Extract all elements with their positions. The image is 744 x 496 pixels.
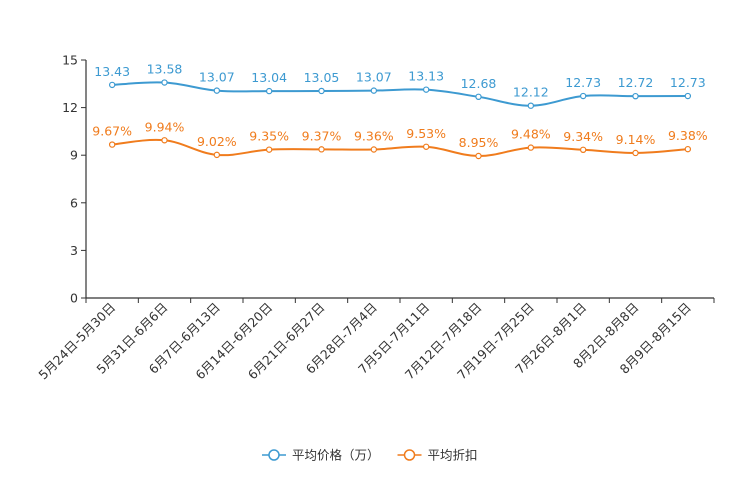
legend-item[interactable]: 平均价格（万） xyxy=(262,448,380,463)
data-point xyxy=(422,143,430,150)
data-point xyxy=(265,146,273,153)
data-point xyxy=(161,79,168,86)
data-label: 12.73 xyxy=(565,75,601,90)
data-label: 9.53% xyxy=(406,126,446,141)
y-tick-label: 15 xyxy=(62,53,78,68)
legend-label: 平均价格（万） xyxy=(292,448,380,463)
data-point xyxy=(684,92,692,100)
data-label: 13.07 xyxy=(356,70,392,85)
data-label: 9.36% xyxy=(354,128,394,143)
data-label: 9.67% xyxy=(92,124,132,139)
y-tick-label: 3 xyxy=(70,243,78,258)
data-point xyxy=(632,149,639,157)
data-label: 9.34% xyxy=(563,129,603,144)
data-label: 13.05 xyxy=(304,70,340,85)
data-point xyxy=(422,86,430,93)
data-point xyxy=(475,152,482,160)
chart-series: 13.43 13.58 13.07 13.04 13.05 13.07 13.13 12.68… xyxy=(92,62,708,160)
data-label: 8.95% xyxy=(459,135,499,150)
data-point xyxy=(370,87,378,94)
chart-legend[interactable]: 平均价格（万） 平均折扣 xyxy=(262,448,478,463)
data-label: 13.43 xyxy=(94,64,130,79)
data-point xyxy=(527,102,535,109)
series-line xyxy=(112,138,688,157)
data-point xyxy=(579,146,587,154)
data-point xyxy=(475,93,482,101)
y-tick-label: 0 xyxy=(70,291,78,306)
data-label: 9.02% xyxy=(197,134,237,149)
y-tick-label: 9 xyxy=(70,148,78,163)
data-point xyxy=(684,145,692,153)
data-label: 9.94% xyxy=(145,119,185,134)
series-2: 9.67% 9.94% 9.02% 9.35% 9.37% 9.36% 9.53% 8.95%… xyxy=(92,119,708,160)
data-label: 12.12 xyxy=(513,85,549,100)
data-point xyxy=(318,146,325,153)
data-point xyxy=(632,92,639,100)
data-point xyxy=(161,137,168,144)
data-point xyxy=(370,146,378,153)
y-tick-label: 12 xyxy=(62,100,78,115)
data-label: 9.35% xyxy=(249,129,289,144)
legend-marker-icon xyxy=(268,449,280,461)
data-point xyxy=(108,81,116,89)
data-point xyxy=(527,144,535,151)
chart-axes: 036912155月24日-5月30日5月31日-6月6日6月7日-6月13日6… xyxy=(35,53,715,382)
data-point xyxy=(579,92,587,100)
data-point xyxy=(318,87,325,95)
y-tick-label: 6 xyxy=(70,195,78,210)
legend-item[interactable]: 平均折扣 xyxy=(397,448,478,463)
data-point xyxy=(265,87,273,95)
data-label: 13.13 xyxy=(408,69,444,84)
legend-label: 平均折扣 xyxy=(428,448,478,463)
data-point xyxy=(213,87,221,94)
data-label: 9.14% xyxy=(616,132,656,147)
data-point xyxy=(213,151,221,159)
data-label: 9.48% xyxy=(511,127,551,142)
data-label: 9.38% xyxy=(668,128,708,143)
data-label: 12.68 xyxy=(461,76,497,91)
data-label: 13.07 xyxy=(199,70,235,85)
data-label: 12.73 xyxy=(670,75,706,90)
series-line xyxy=(112,81,688,107)
data-label: 12.72 xyxy=(618,75,654,90)
data-point xyxy=(108,141,116,148)
data-label: 9.37% xyxy=(302,128,342,143)
legend-marker-icon xyxy=(403,449,416,461)
data-label: 13.58 xyxy=(147,62,183,77)
data-label: 13.04 xyxy=(251,70,287,85)
series-1: 13.43 13.58 13.07 13.04 13.05 13.07 13.13 12.68… xyxy=(94,62,706,109)
